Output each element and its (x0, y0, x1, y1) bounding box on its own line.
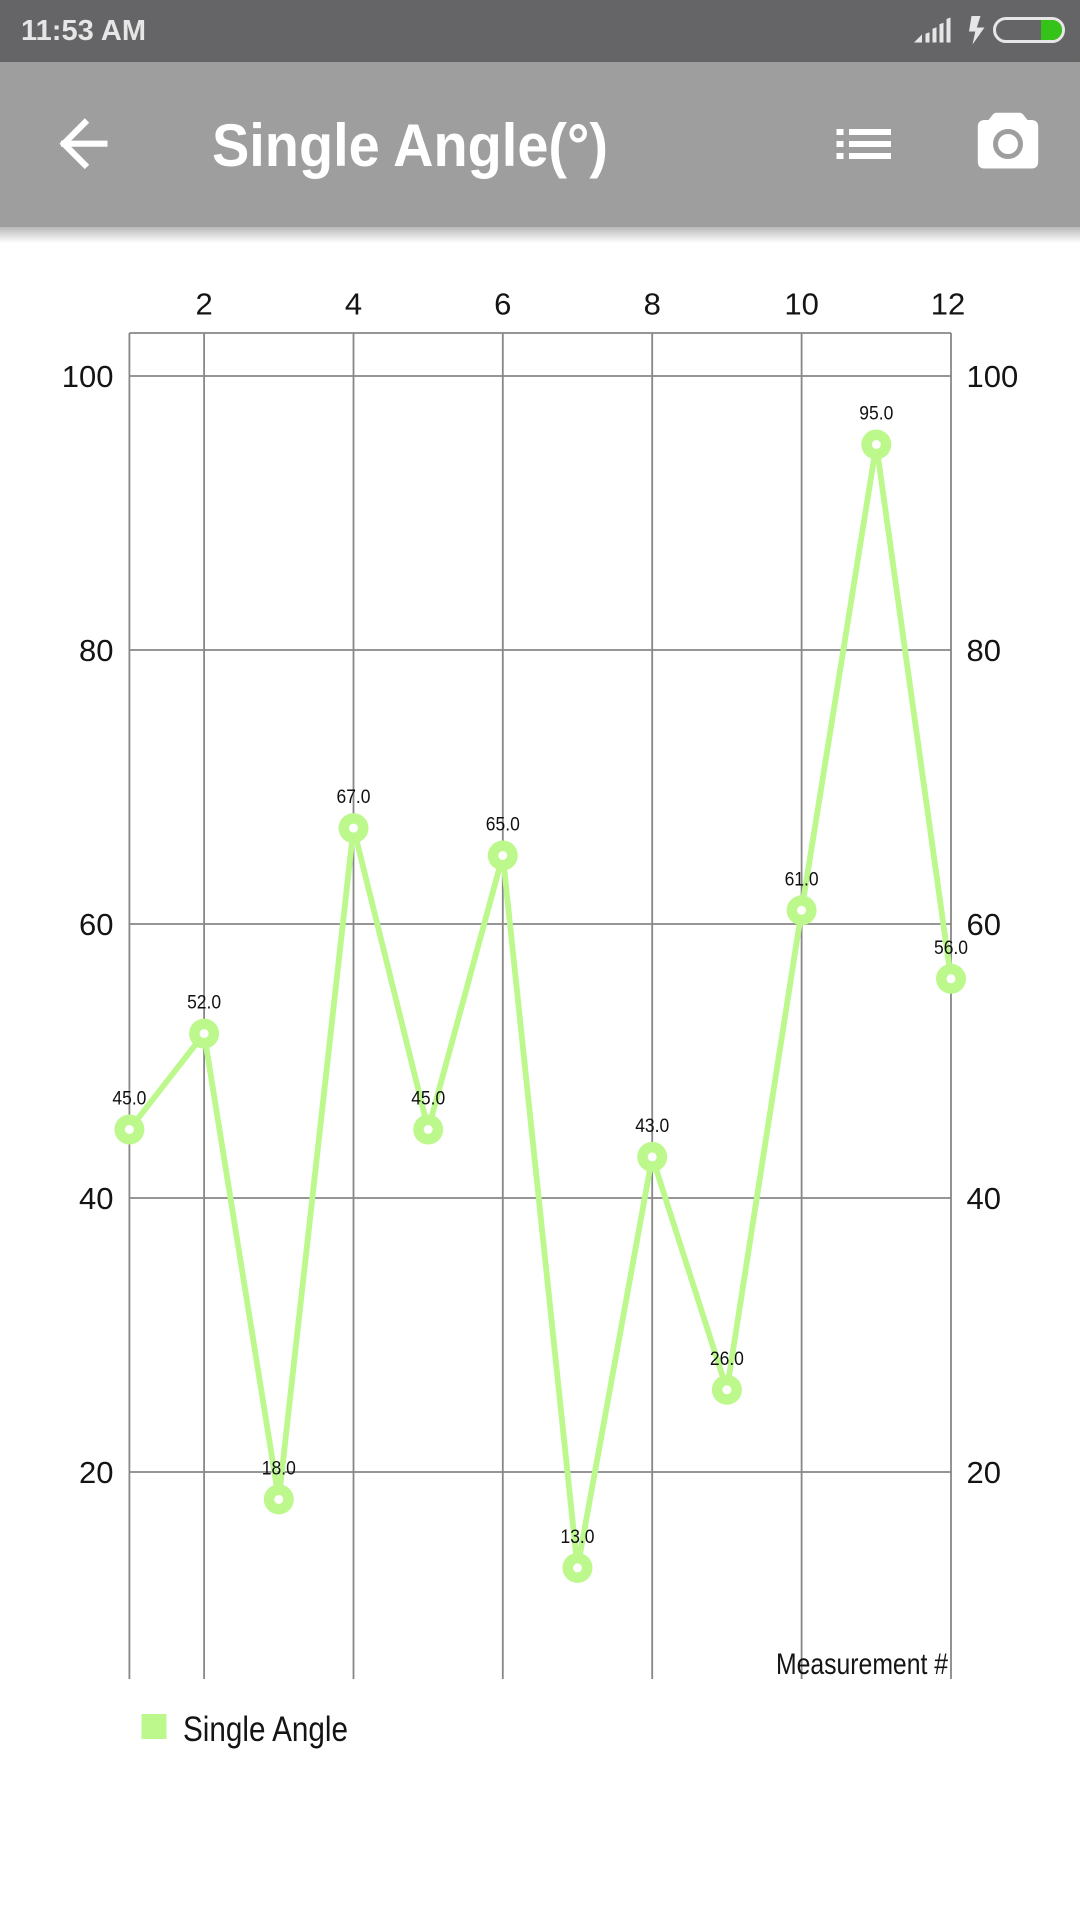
svg-text:12: 12 (931, 287, 965, 322)
svg-text:56.0: 56.0 (934, 937, 968, 959)
svg-text:20: 20 (967, 1455, 1001, 1490)
svg-text:52.0: 52.0 (187, 992, 221, 1014)
svg-text:40: 40 (967, 1181, 1001, 1216)
svg-text:45.0: 45.0 (112, 1088, 146, 1110)
svg-text:80: 80 (967, 633, 1001, 668)
svg-text:100: 100 (967, 359, 1019, 394)
svg-text:65.0: 65.0 (486, 814, 520, 836)
svg-text:60: 60 (967, 907, 1001, 942)
svg-text:11:53 AM: 11:53 AM (21, 15, 146, 47)
svg-text:61.0: 61.0 (785, 868, 819, 890)
svg-text:95.0: 95.0 (859, 403, 893, 425)
svg-text:6: 6 (494, 287, 511, 322)
svg-text:100: 100 (62, 359, 114, 394)
svg-text:45.0: 45.0 (411, 1088, 445, 1110)
svg-text:80: 80 (79, 633, 113, 668)
svg-text:Measurement #: Measurement # (776, 1648, 948, 1681)
svg-text:4: 4 (345, 287, 362, 322)
svg-text:20: 20 (79, 1455, 113, 1490)
svg-text:Single Angle(°): Single Angle(°) (212, 112, 608, 179)
svg-text:60: 60 (79, 907, 113, 942)
svg-text:26.0: 26.0 (710, 1348, 744, 1370)
svg-text:43.0: 43.0 (635, 1115, 669, 1137)
svg-text:2: 2 (195, 287, 212, 322)
svg-text:8: 8 (644, 287, 661, 322)
svg-text:67.0: 67.0 (337, 786, 371, 808)
svg-text:Single Angle: Single Angle (183, 1710, 348, 1749)
svg-text:10: 10 (784, 287, 818, 322)
svg-text:40: 40 (79, 1181, 113, 1216)
svg-text:13.0: 13.0 (561, 1526, 595, 1548)
svg-text:18.0: 18.0 (262, 1457, 296, 1479)
